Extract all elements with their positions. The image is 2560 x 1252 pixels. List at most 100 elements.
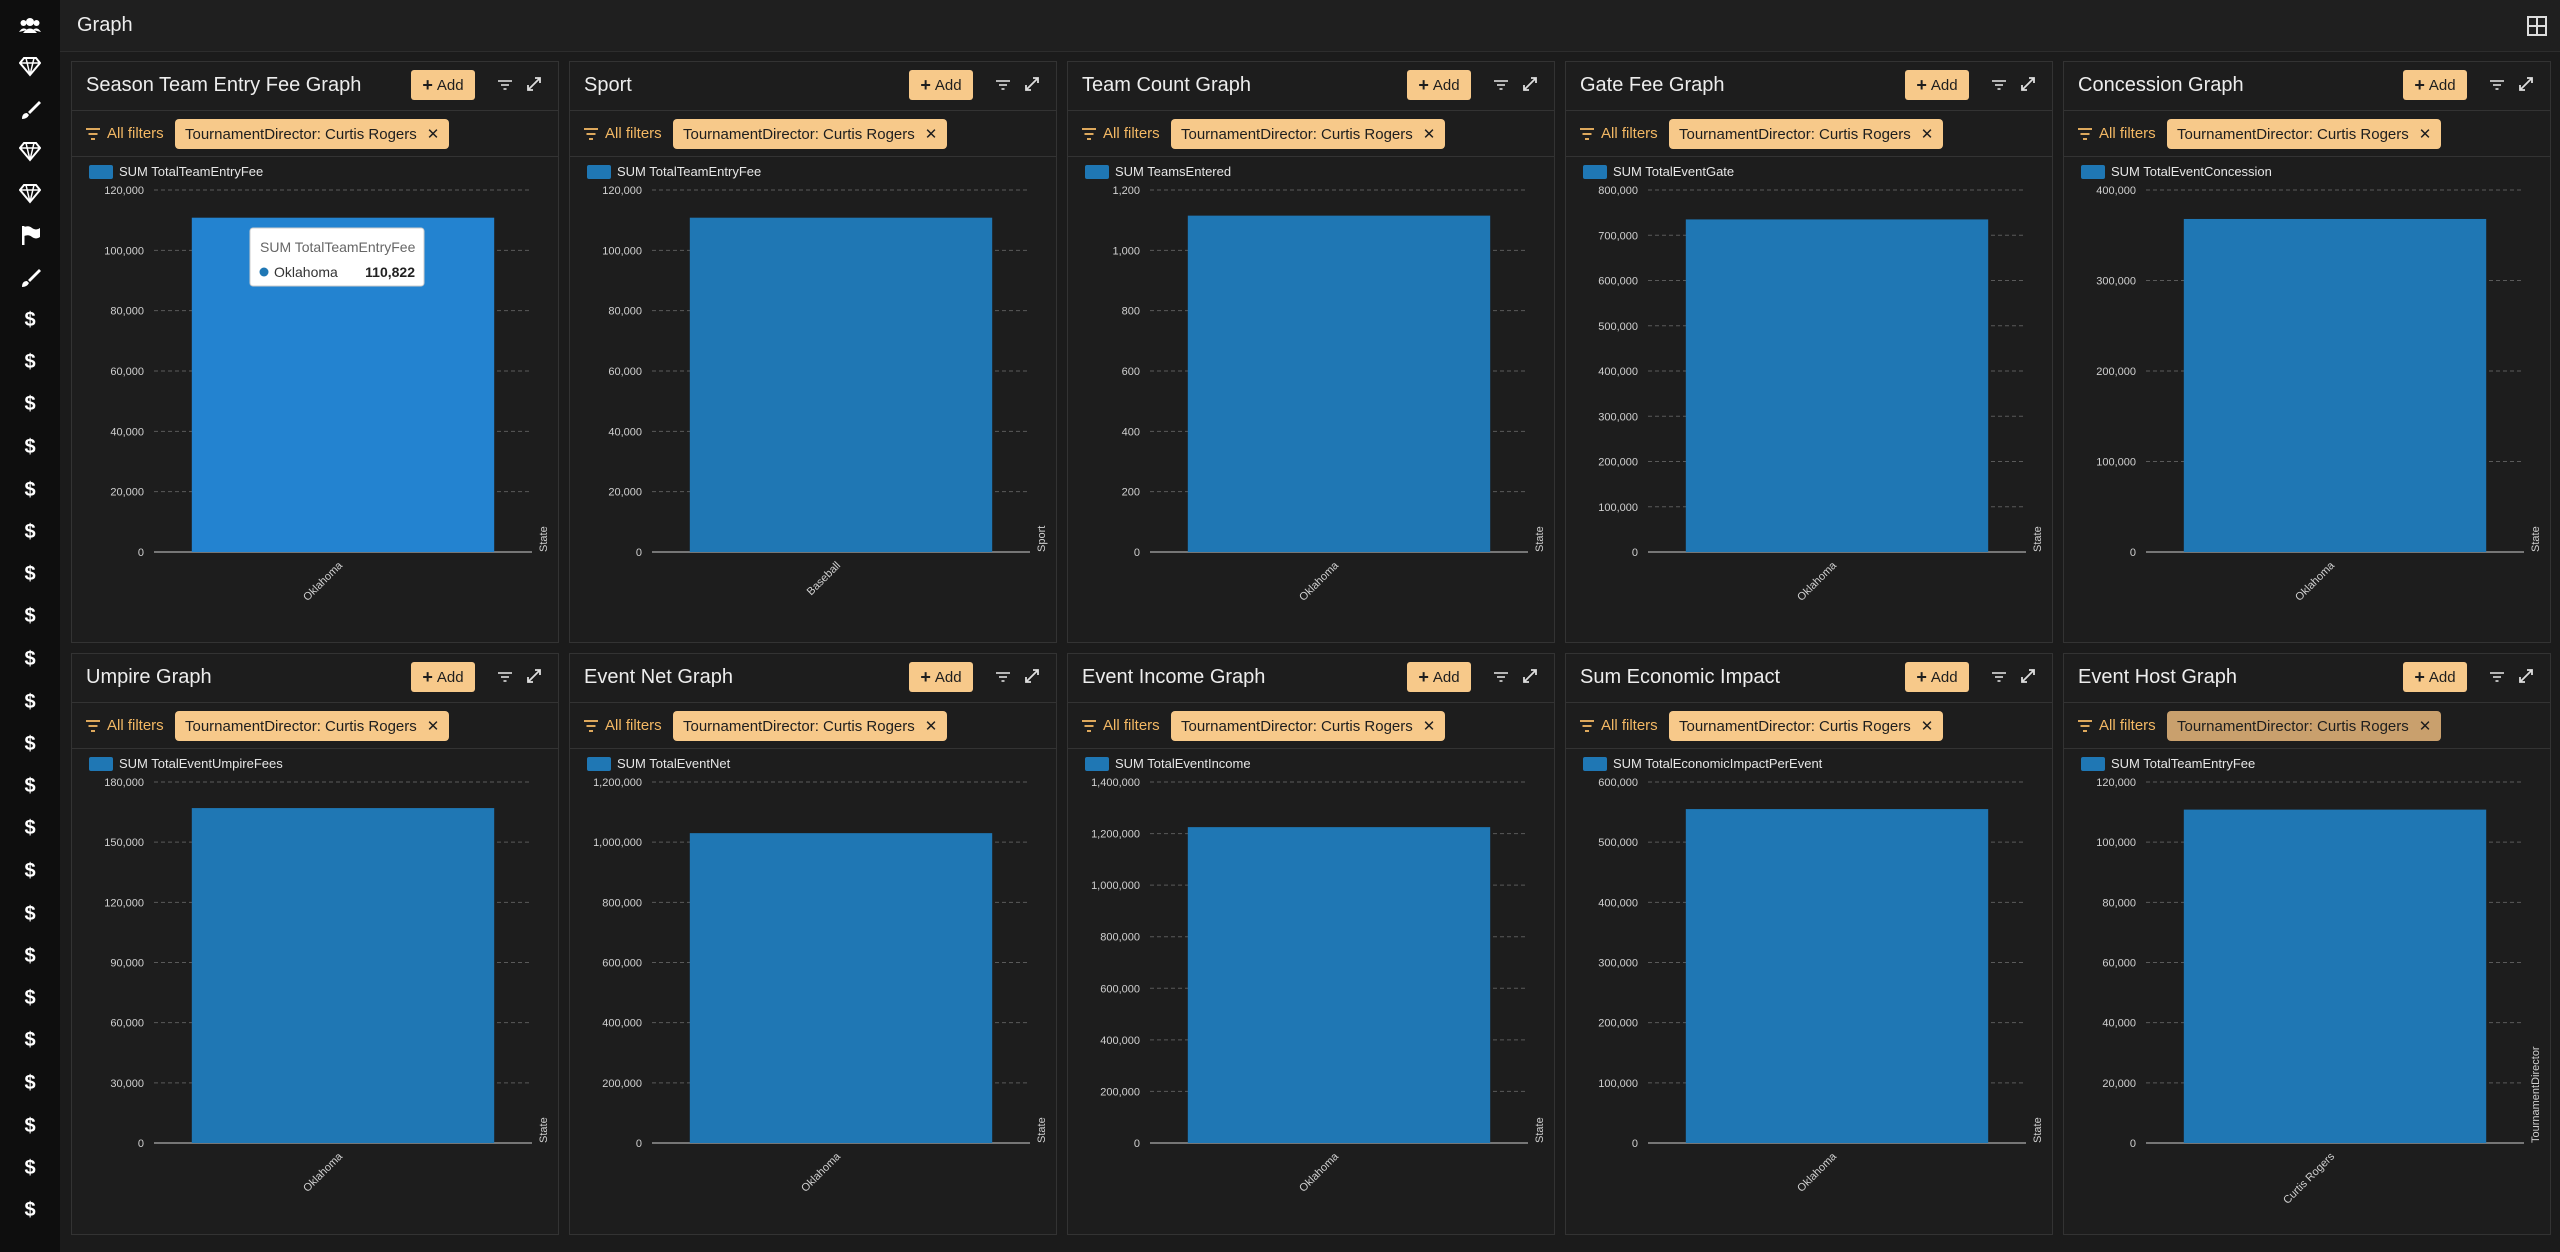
- all-filters-button[interactable]: All filters: [1081, 717, 1160, 734]
- add-button[interactable]: + Add: [1407, 70, 1471, 100]
- legend[interactable]: SUM TotalEconomicImpactPerEvent: [1583, 756, 1823, 771]
- gem-icon[interactable]: [0, 51, 60, 81]
- dollar-icon[interactable]: $: [24, 1198, 36, 1221]
- close-icon[interactable]: ✕: [2418, 718, 2432, 735]
- dollar-icon[interactable]: $: [24, 859, 36, 882]
- add-button[interactable]: + Add: [2403, 70, 2467, 100]
- expand-icon[interactable]: [525, 75, 543, 93]
- dollar-icon[interactable]: $: [24, 986, 36, 1009]
- add-button[interactable]: + Add: [909, 70, 973, 100]
- all-filters-button[interactable]: All filters: [1579, 125, 1658, 142]
- legend[interactable]: SUM TotalEventNet: [587, 756, 731, 771]
- add-button[interactable]: + Add: [909, 662, 973, 692]
- add-button[interactable]: + Add: [411, 70, 475, 100]
- bar[interactable]: [2183, 218, 2487, 552]
- dollar-icon[interactable]: $: [24, 604, 36, 627]
- dollar-icon[interactable]: $: [24, 1114, 36, 1137]
- legend[interactable]: SUM TotalEventUmpireFees: [89, 756, 283, 771]
- filter-icon[interactable]: [1991, 77, 2007, 93]
- close-icon[interactable]: ✕: [1920, 718, 1934, 735]
- add-button[interactable]: + Add: [1905, 662, 1969, 692]
- all-filters-button[interactable]: All filters: [2077, 125, 2156, 142]
- expand-icon[interactable]: [2517, 667, 2535, 685]
- dollar-icon[interactable]: $: [24, 774, 36, 797]
- dollar-icon[interactable]: $: [24, 308, 36, 331]
- close-icon[interactable]: ✕: [924, 718, 938, 735]
- filter-icon[interactable]: [2489, 669, 2505, 685]
- gem-icon[interactable]: [0, 136, 60, 166]
- dollar-icon[interactable]: $: [24, 647, 36, 670]
- legend[interactable]: SUM TotalEventIncome: [1085, 756, 1251, 771]
- filter-icon[interactable]: [1991, 669, 2007, 685]
- bar[interactable]: [1187, 215, 1491, 552]
- dollar-icon[interactable]: $: [24, 1156, 36, 1179]
- dollar-icon[interactable]: $: [24, 478, 36, 501]
- filter-icon[interactable]: [995, 77, 1011, 93]
- close-icon[interactable]: ✕: [2418, 126, 2432, 143]
- expand-icon[interactable]: [1023, 75, 1041, 93]
- add-button[interactable]: + Add: [1407, 662, 1471, 692]
- dollar-icon[interactable]: $: [24, 1028, 36, 1051]
- users-icon[interactable]: [0, 10, 60, 40]
- bar[interactable]: [689, 833, 993, 1143]
- dollar-icon[interactable]: $: [24, 435, 36, 458]
- filter-icon[interactable]: [497, 669, 513, 685]
- all-filters-button[interactable]: All filters: [2077, 717, 2156, 734]
- filter-chip[interactable]: TournamentDirector: Curtis Rogers ✕: [1669, 711, 1944, 741]
- all-filters-button[interactable]: All filters: [85, 125, 164, 142]
- dollar-icon[interactable]: $: [24, 1071, 36, 1094]
- bar[interactable]: [191, 808, 495, 1143]
- legend[interactable]: SUM TotalTeamEntryFee: [587, 164, 761, 179]
- all-filters-button[interactable]: All filters: [583, 125, 662, 142]
- all-filters-button[interactable]: All filters: [1579, 717, 1658, 734]
- filter-chip[interactable]: TournamentDirector: Curtis Rogers ✕: [673, 711, 948, 741]
- dollar-icon[interactable]: $: [24, 520, 36, 543]
- bar[interactable]: [1685, 219, 1989, 552]
- expand-icon[interactable]: [1521, 667, 1539, 685]
- expand-icon[interactable]: [1521, 75, 1539, 93]
- filter-icon[interactable]: [1493, 77, 1509, 93]
- add-button[interactable]: + Add: [1905, 70, 1969, 100]
- filter-chip[interactable]: TournamentDirector: Curtis Rogers ✕: [2167, 711, 2442, 741]
- filter-icon[interactable]: [2489, 77, 2505, 93]
- filter-chip[interactable]: TournamentDirector: Curtis Rogers ✕: [175, 711, 450, 741]
- legend[interactable]: SUM TotalTeamEntryFee: [2081, 756, 2255, 771]
- expand-icon[interactable]: [2517, 75, 2535, 93]
- all-filters-button[interactable]: All filters: [583, 717, 662, 734]
- brush-icon[interactable]: [0, 263, 60, 293]
- filter-chip[interactable]: TournamentDirector: Curtis Rogers ✕: [1171, 119, 1446, 149]
- expand-icon[interactable]: [2019, 667, 2037, 685]
- close-icon[interactable]: ✕: [924, 126, 938, 143]
- all-filters-button[interactable]: All filters: [85, 717, 164, 734]
- filter-chip[interactable]: TournamentDirector: Curtis Rogers ✕: [1171, 711, 1446, 741]
- filter-chip[interactable]: TournamentDirector: Curtis Rogers ✕: [1669, 119, 1944, 149]
- close-icon[interactable]: ✕: [426, 126, 440, 143]
- filter-icon[interactable]: [1493, 669, 1509, 685]
- dollar-icon[interactable]: $: [24, 392, 36, 415]
- dollar-icon[interactable]: $: [24, 944, 36, 967]
- add-button[interactable]: + Add: [2403, 662, 2467, 692]
- expand-icon[interactable]: [1023, 667, 1041, 685]
- grid-icon[interactable]: [2526, 15, 2548, 37]
- bar[interactable]: [1187, 827, 1491, 1143]
- brush-icon[interactable]: [0, 95, 60, 125]
- close-icon[interactable]: ✕: [1920, 126, 1934, 143]
- gem-icon[interactable]: [0, 178, 60, 208]
- close-icon[interactable]: ✕: [1422, 718, 1436, 735]
- close-icon[interactable]: ✕: [1422, 126, 1436, 143]
- expand-icon[interactable]: [525, 667, 543, 685]
- all-filters-button[interactable]: All filters: [1081, 125, 1160, 142]
- dollar-icon[interactable]: $: [24, 690, 36, 713]
- bar[interactable]: [2183, 809, 2487, 1143]
- filter-chip[interactable]: TournamentDirector: Curtis Rogers ✕: [2167, 119, 2442, 149]
- dollar-icon[interactable]: $: [24, 562, 36, 585]
- filter-icon[interactable]: [497, 77, 513, 93]
- close-icon[interactable]: ✕: [426, 718, 440, 735]
- filter-chip[interactable]: TournamentDirector: Curtis Rogers ✕: [673, 119, 948, 149]
- add-button[interactable]: + Add: [411, 662, 475, 692]
- dollar-icon[interactable]: $: [24, 816, 36, 839]
- bar[interactable]: [689, 217, 993, 553]
- legend[interactable]: SUM TotalEventGate: [1583, 164, 1734, 179]
- filter-icon[interactable]: [995, 669, 1011, 685]
- dollar-icon[interactable]: $: [24, 732, 36, 755]
